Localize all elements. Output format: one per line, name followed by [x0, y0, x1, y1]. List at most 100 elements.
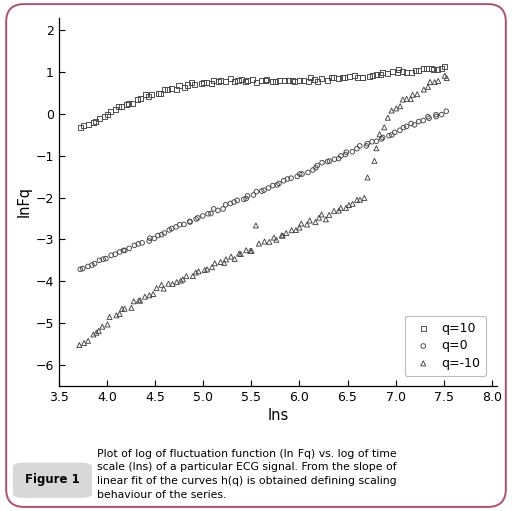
q=0	[88, 261, 96, 269]
q=0	[226, 199, 234, 207]
q=10	[241, 78, 249, 86]
q=10	[327, 74, 335, 82]
q=-10	[203, 265, 211, 273]
q=10	[261, 76, 269, 84]
q=10	[147, 90, 156, 99]
q=0	[131, 241, 139, 249]
q=-10	[399, 96, 407, 104]
q=10	[414, 66, 422, 75]
q=-10	[195, 267, 203, 275]
q=0	[378, 133, 387, 142]
q=10	[137, 95, 145, 103]
q=-10	[375, 130, 383, 138]
q=10	[191, 81, 199, 89]
q=0	[240, 195, 248, 203]
q=10	[91, 118, 99, 126]
q=10	[100, 112, 109, 121]
q=10	[275, 76, 284, 84]
q=10	[358, 73, 367, 81]
q=10	[383, 69, 392, 77]
q=10	[133, 96, 141, 104]
q=-10	[168, 280, 177, 288]
q=-10	[360, 194, 369, 202]
q=-10	[270, 234, 278, 242]
q=-10	[208, 263, 216, 271]
q=-10	[127, 304, 136, 312]
q=-10	[145, 291, 154, 299]
q=-10	[135, 296, 143, 305]
q=10	[295, 76, 303, 84]
q=0	[207, 210, 215, 218]
q=0	[160, 229, 168, 237]
q=10	[281, 76, 289, 84]
q=10	[288, 76, 296, 84]
q=0	[214, 206, 222, 215]
q=0	[79, 265, 87, 273]
q=0	[324, 157, 332, 166]
q=0	[309, 166, 317, 174]
q=-10	[247, 247, 255, 255]
q=10	[122, 101, 131, 109]
q=10	[335, 75, 343, 83]
q=0	[275, 179, 283, 188]
q=-10	[356, 196, 364, 204]
q=-10	[118, 305, 126, 313]
q=-10	[130, 297, 138, 306]
q=0	[145, 237, 153, 245]
q=0	[150, 235, 158, 243]
q=-10	[311, 218, 319, 226]
q=-10	[261, 238, 269, 246]
q=0	[353, 145, 361, 153]
q=0	[146, 234, 154, 242]
q=-10	[353, 196, 361, 204]
q=10	[323, 76, 331, 84]
q=10	[272, 78, 280, 86]
q=0	[442, 107, 451, 115]
q=-10	[426, 78, 434, 86]
q=10	[180, 84, 188, 92]
q=-10	[279, 231, 287, 240]
q=-10	[177, 276, 185, 285]
q=0	[419, 117, 428, 125]
q=10	[111, 105, 119, 113]
q=0	[318, 158, 326, 167]
q=10	[372, 71, 380, 79]
q=-10	[297, 220, 305, 228]
q=0	[243, 192, 251, 200]
q=0	[249, 191, 258, 199]
q=0	[264, 184, 272, 192]
q=-10	[315, 214, 323, 222]
q=-10	[424, 83, 432, 91]
q=10	[172, 85, 180, 93]
q=0	[356, 142, 364, 150]
q=-10	[164, 280, 173, 288]
q=-10	[153, 284, 161, 292]
q=0	[342, 148, 350, 156]
q=-10	[75, 341, 83, 349]
q=-10	[330, 207, 338, 215]
q=0	[313, 161, 322, 170]
q=-10	[342, 204, 350, 212]
q=-10	[191, 268, 200, 276]
q=10	[317, 75, 326, 83]
q=0	[348, 148, 356, 156]
q=0	[242, 195, 250, 203]
Text: Figure 1: Figure 1	[25, 473, 80, 486]
q=-10	[364, 173, 372, 181]
q=-10	[335, 206, 343, 215]
q=10	[285, 76, 293, 84]
q=10	[291, 77, 299, 85]
q=0	[287, 174, 295, 182]
q=-10	[420, 85, 428, 94]
q=-10	[222, 256, 230, 264]
q=0	[432, 110, 440, 119]
q=-10	[413, 90, 421, 98]
q=10	[163, 85, 172, 94]
q=-10	[303, 220, 311, 228]
q=0	[219, 205, 227, 213]
q=0	[194, 214, 202, 222]
q=-10	[306, 217, 314, 225]
q=10	[197, 80, 205, 88]
q=-10	[383, 113, 392, 122]
q=10	[351, 71, 359, 79]
